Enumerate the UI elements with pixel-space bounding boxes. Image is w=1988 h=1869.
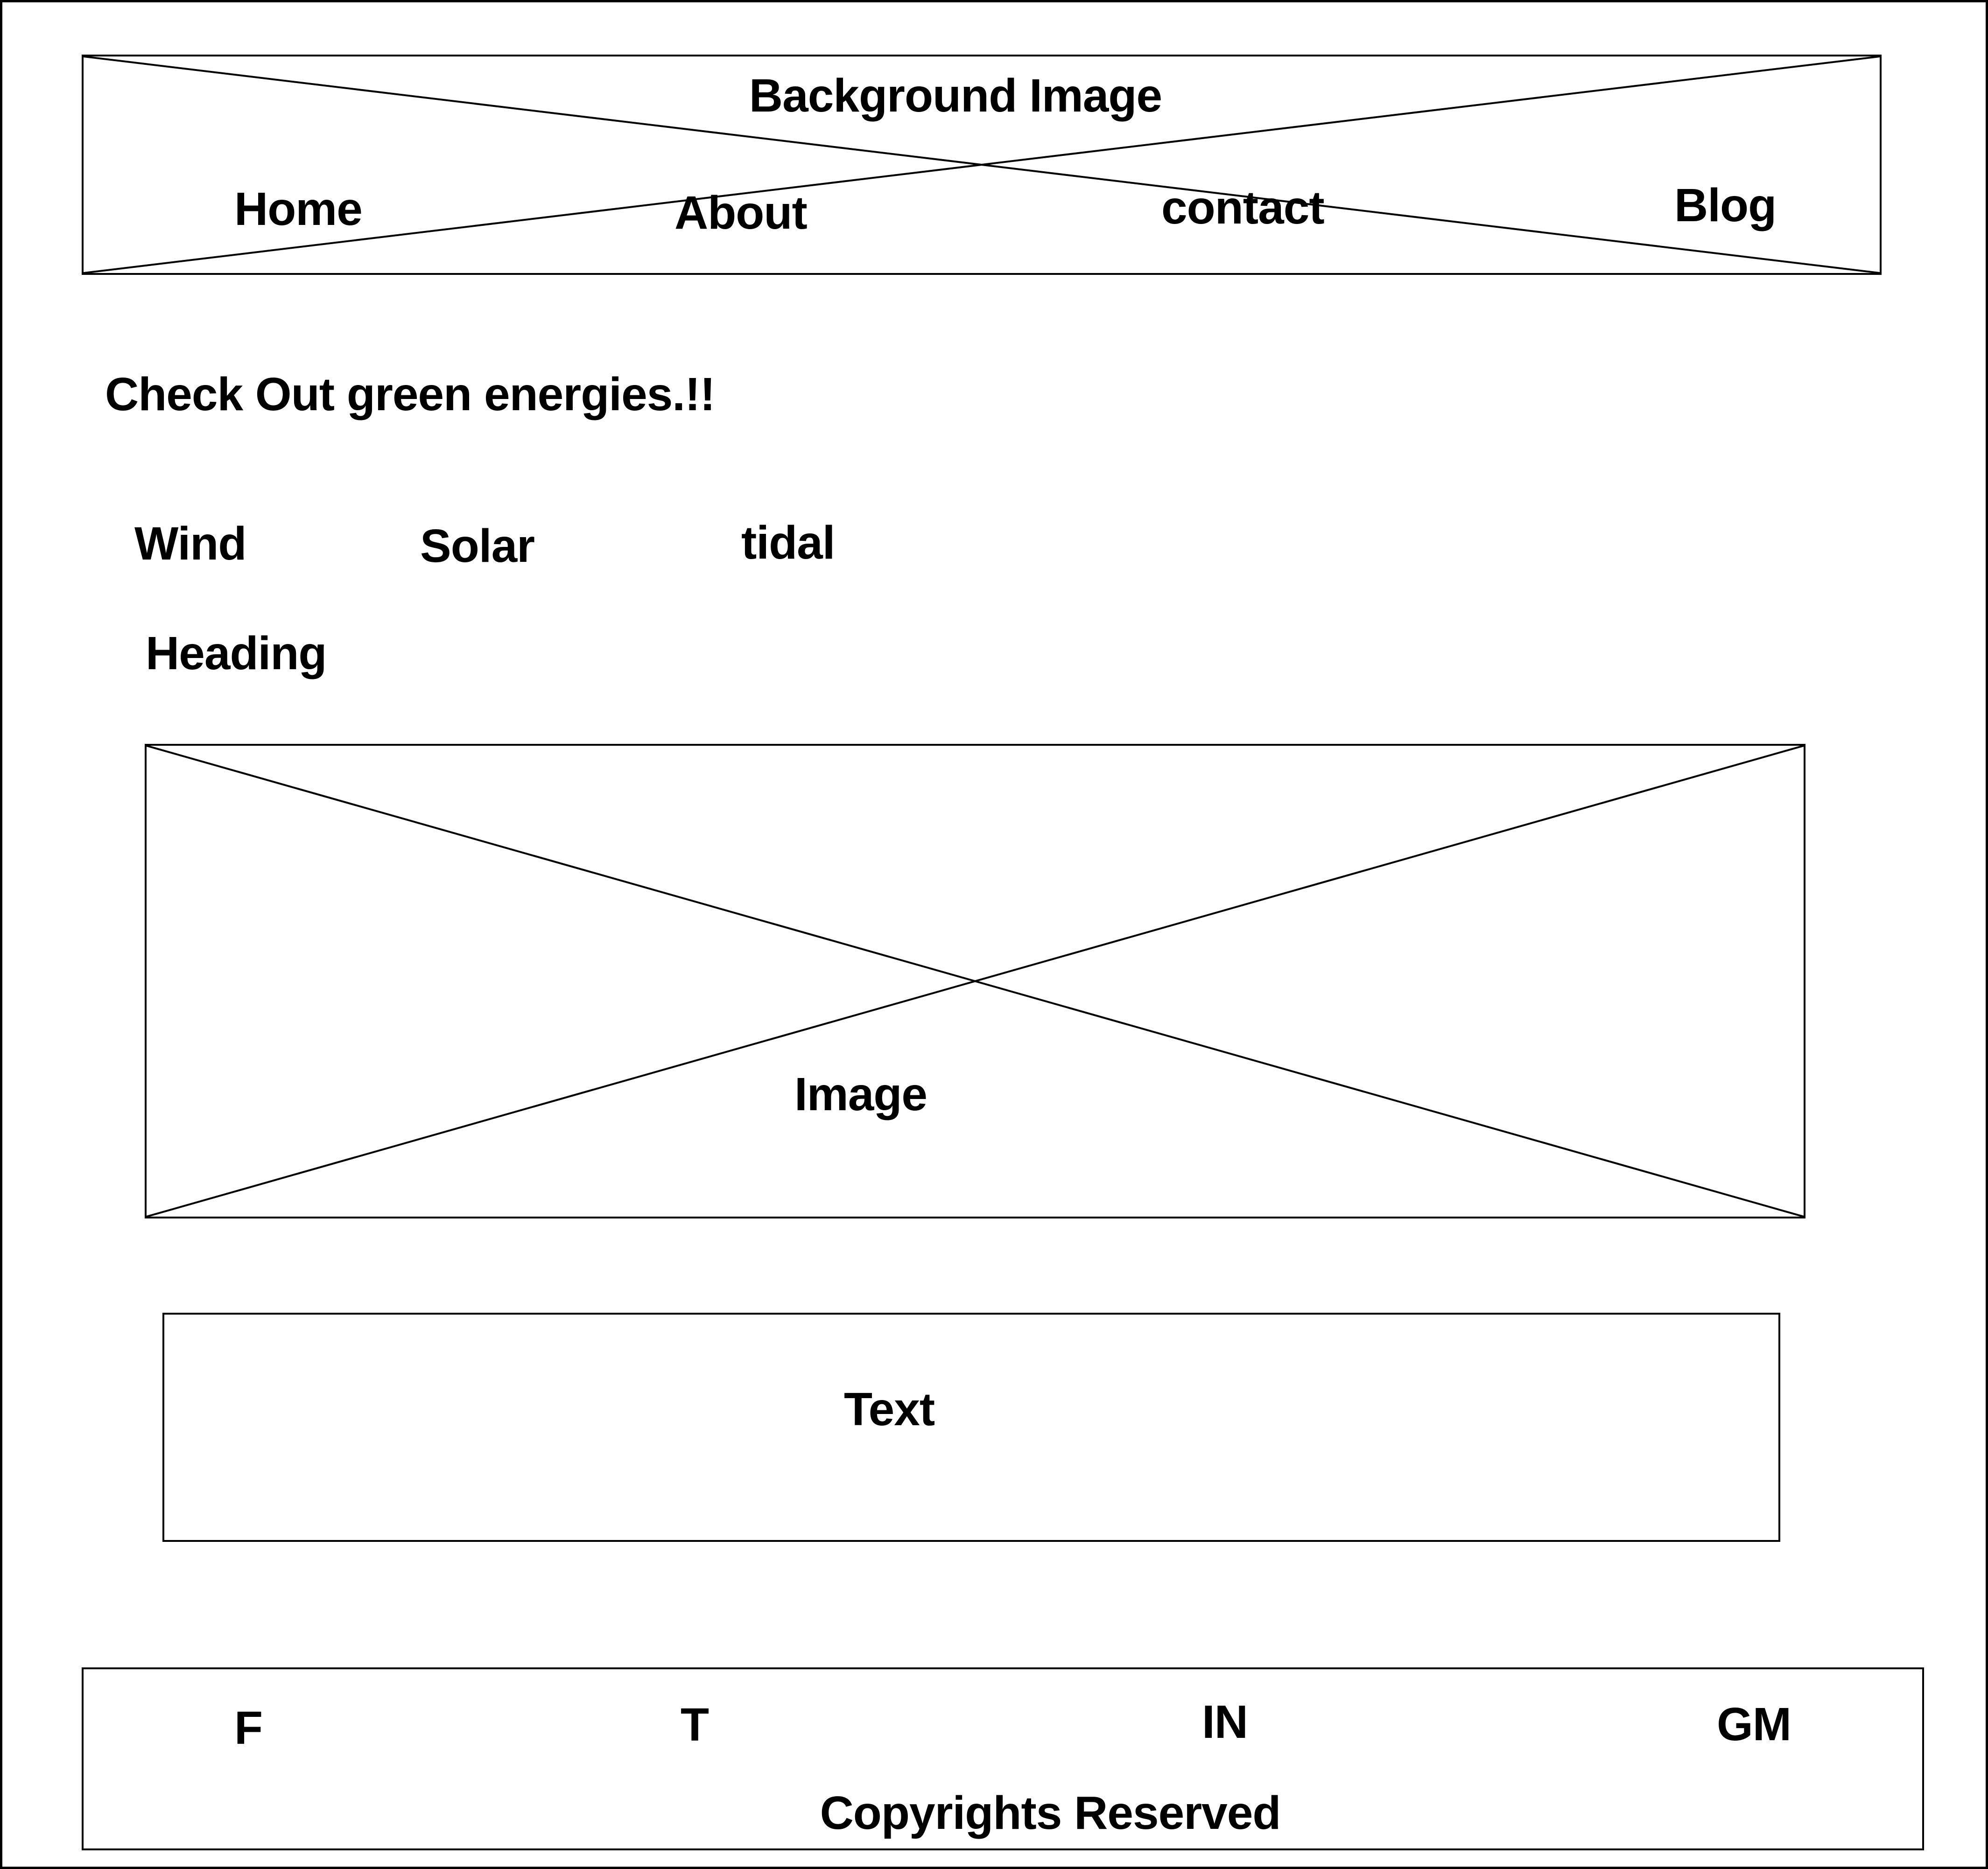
section-heading: Heading xyxy=(146,630,326,677)
footer-instagram-link[interactable]: IN xyxy=(1202,1699,1248,1745)
nav-about-link[interactable]: About xyxy=(674,189,807,236)
nav-home-link[interactable]: Home xyxy=(234,186,362,232)
image-label: Image xyxy=(794,1071,927,1118)
placeholder-cross-lines xyxy=(147,746,1804,1217)
tab-wind[interactable]: Wind xyxy=(134,520,246,567)
text-block-placeholder xyxy=(162,1313,1780,1542)
tab-solar[interactable]: Solar xyxy=(420,523,534,569)
tagline-text: Check Out green energies.!! xyxy=(105,371,715,418)
tab-tidal[interactable]: tidal xyxy=(741,519,835,566)
header-background-label: Background Image xyxy=(749,72,1162,119)
footer-twitter-link[interactable]: T xyxy=(681,1701,709,1748)
footer-gm-link[interactable]: GM xyxy=(1717,1701,1791,1748)
text-label: Text xyxy=(844,1386,934,1433)
image-placeholder xyxy=(145,744,1805,1218)
footer-facebook-link[interactable]: F xyxy=(234,1705,262,1751)
nav-blog-link[interactable]: Blog xyxy=(1674,182,1776,229)
nav-contact-link[interactable]: contact xyxy=(1161,184,1324,231)
footer-copyright: Copyrights Reserved xyxy=(820,1790,1281,1836)
